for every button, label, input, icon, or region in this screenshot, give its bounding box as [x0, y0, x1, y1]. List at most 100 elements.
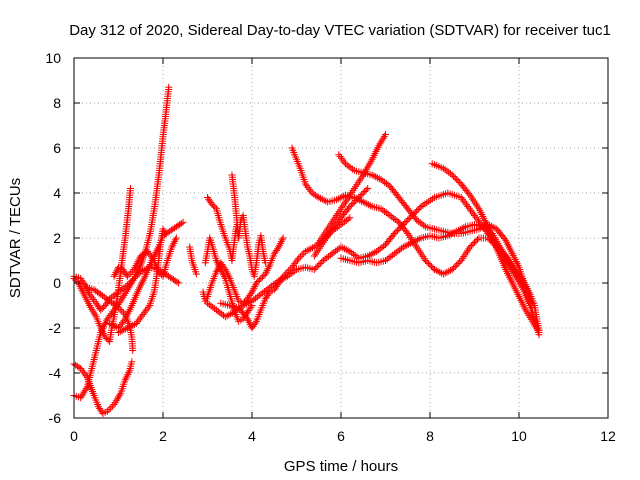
data-point-marker: [253, 293, 261, 301]
data-point-marker: [276, 276, 284, 284]
data-point-marker: [472, 213, 480, 221]
data-point-marker: [98, 328, 106, 336]
data-point-marker: [434, 267, 442, 275]
data-point-marker: [129, 347, 137, 354]
data-point-marker: [120, 317, 128, 325]
y-tick-label: 4: [53, 185, 61, 201]
data-point-marker: [262, 268, 270, 276]
data-point-marker: [347, 164, 355, 172]
data-point-marker: [375, 175, 383, 183]
data-point-marker: [236, 304, 244, 312]
data-point-marker: [332, 247, 340, 255]
data-point-marker: [289, 268, 297, 276]
data-series: [70, 83, 543, 417]
data-point-marker: [344, 247, 352, 255]
data-point-marker: [390, 250, 398, 258]
data-point-marker: [458, 195, 466, 203]
data-point-marker: [471, 212, 478, 219]
data-point-marker: [396, 246, 404, 254]
data-point-marker: [207, 302, 215, 310]
series-track-6: [106, 218, 187, 332]
data-point-marker: [441, 166, 449, 174]
data-point-marker: [123, 281, 131, 289]
data-point-marker: [346, 214, 354, 222]
data-point-marker: [123, 272, 131, 280]
data-point-marker: [120, 326, 128, 334]
data-point-marker: [244, 317, 252, 325]
data-point-marker: [432, 266, 440, 274]
data-point-marker: [468, 208, 476, 216]
data-point-marker: [98, 408, 106, 416]
series-track-8: [115, 225, 169, 336]
data-point-marker: [349, 200, 357, 207]
data-point-marker: [319, 257, 327, 264]
data-point-marker: [358, 191, 366, 198]
data-point-marker: [78, 366, 86, 374]
data-point-marker: [373, 174, 381, 182]
data-point-marker: [111, 301, 119, 309]
series-track-7: [110, 234, 180, 280]
data-point-marker: [451, 228, 459, 236]
data-point-marker: [399, 243, 407, 251]
data-point-marker: [377, 176, 385, 183]
data-point-marker: [448, 266, 456, 273]
y-tick-label: 6: [53, 140, 61, 156]
data-point-marker: [356, 192, 364, 200]
data-point-marker: [123, 324, 131, 332]
data-point-marker: [273, 278, 281, 286]
data-point-marker: [264, 265, 272, 273]
data-point-marker: [144, 303, 152, 311]
data-point-marker: [143, 305, 151, 313]
data-point-marker: [348, 249, 356, 257]
data-point-marker: [259, 289, 267, 297]
data-point-marker: [107, 404, 115, 412]
data-point-marker: [295, 254, 303, 262]
data-point-marker: [77, 365, 85, 372]
data-point-marker: [257, 290, 265, 298]
data-point-marker: [134, 318, 142, 326]
data-point-marker: [97, 290, 105, 298]
data-point-marker: [161, 230, 169, 237]
data-point-marker: [175, 279, 183, 287]
data-point-marker: [120, 284, 128, 292]
data-point-marker: [460, 197, 468, 205]
data-point-marker: [107, 320, 115, 328]
data-point-marker: [392, 248, 400, 256]
data-point-marker: [315, 261, 323, 269]
data-point-marker: [466, 206, 474, 214]
data-point-marker: [246, 298, 254, 306]
data-point-marker: [81, 370, 89, 378]
data-point-marker: [436, 268, 444, 276]
data-point-marker: [98, 292, 106, 300]
data-point-marker: [402, 228, 410, 236]
data-point-marker: [211, 305, 219, 313]
data-point-marker: [411, 214, 419, 222]
data-point-marker: [209, 202, 217, 210]
data-point-marker: [127, 322, 135, 330]
data-point-marker: [125, 369, 133, 377]
data-point-marker: [125, 323, 133, 331]
data-point-marker: [330, 248, 338, 256]
data-point-marker: [248, 288, 256, 296]
data-point-marker: [128, 358, 136, 366]
data-point-marker: [128, 276, 136, 284]
data-point-marker: [363, 200, 371, 208]
data-point-marker: [359, 198, 367, 206]
data-point-marker: [393, 217, 401, 225]
chart-title: Day 312 of 2020, Sidereal Day-to-day VTE…: [69, 22, 611, 39]
x-axis-label: GPS time / hours: [284, 458, 398, 475]
y-tick-label: -2: [49, 320, 62, 336]
data-point-marker: [298, 251, 306, 259]
data-point-marker: [268, 282, 276, 290]
data-point-marker: [307, 245, 315, 253]
data-point-marker: [403, 241, 411, 249]
data-point-marker: [204, 299, 211, 307]
data-point-marker: [252, 294, 260, 302]
data-point-marker: [139, 311, 147, 318]
data-point-marker: [353, 195, 361, 203]
data-point-marker: [393, 227, 401, 234]
data-point-marker: [382, 257, 389, 264]
data-point-marker: [245, 319, 253, 327]
data-point-marker: [216, 264, 224, 272]
data-point-marker: [347, 201, 355, 209]
